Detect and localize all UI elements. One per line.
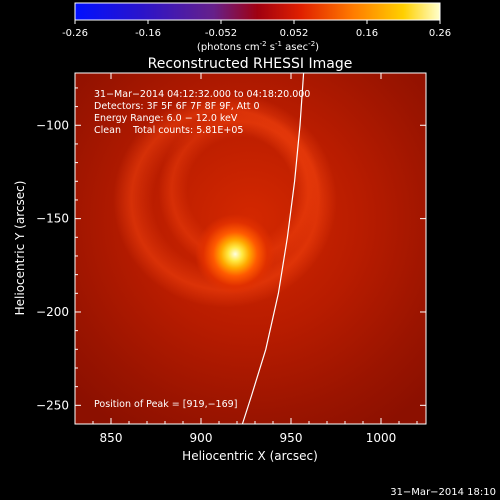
peak-source: [195, 214, 276, 295]
annotation-clean: Clean Total counts: 5.81E+05: [94, 125, 243, 136]
x-tick-label: 1000: [366, 431, 397, 445]
y-tick-label: −100: [36, 118, 69, 132]
colorbar-tick-label: 0.052: [280, 28, 309, 39]
plot-frame: [74, 72, 427, 425]
colorbar-tick-label: 0.26: [429, 28, 451, 39]
annotations: 31−Mar−2014 04:12:32.000 to 04:18:20.000…: [94, 89, 310, 410]
colorbar: [74, 2, 441, 21]
footer-timestamp: 31−Mar−2014 18:10: [390, 487, 496, 498]
colorbar-tick-label: 0.16: [356, 28, 378, 39]
colorbar-units: (photons cm-2 s-1 asec-2): [197, 40, 319, 53]
x-axis: 850 900 950 1000: [92, 73, 418, 445]
x-tick-label: 950: [280, 431, 303, 445]
colorbar-ticks: -0.26 -0.16 -0.052 0.052 0.16 0.26: [62, 20, 451, 39]
y-tick-label: −250: [36, 398, 69, 412]
solar-limb-curve: [241, 73, 305, 424]
colorbar-tick-label: -0.052: [205, 28, 237, 39]
annotation-detectors: Detectors: 3F 5F 6F 7F 8F 9F, Att 0: [94, 101, 260, 112]
y-axis: −250 −200 −150 −100: [36, 87, 426, 425]
y-tick-label: −150: [36, 212, 69, 226]
y-axis-label: Heliocentric Y (arcsec): [13, 181, 27, 316]
x-tick-label: 850: [100, 431, 123, 445]
y-tick-label: −200: [36, 305, 69, 319]
colorbar-tick-label: -0.16: [135, 28, 161, 39]
colorbar-tick-label: -0.26: [62, 28, 88, 39]
annotation-time: 31−Mar−2014 04:12:32.000 to 04:18:20.000: [94, 89, 310, 100]
x-tick-label: 900: [190, 431, 213, 445]
annotation-energy: Energy Range: 6.0 − 12.0 keV: [94, 113, 238, 124]
annotation-peak: Position of Peak = [919,−169]: [94, 399, 237, 410]
x-axis-label: Heliocentric X (arcsec): [182, 449, 318, 463]
chart-title: Reconstructed RHESSI Image: [148, 56, 353, 72]
plot-image: [75, 73, 426, 424]
